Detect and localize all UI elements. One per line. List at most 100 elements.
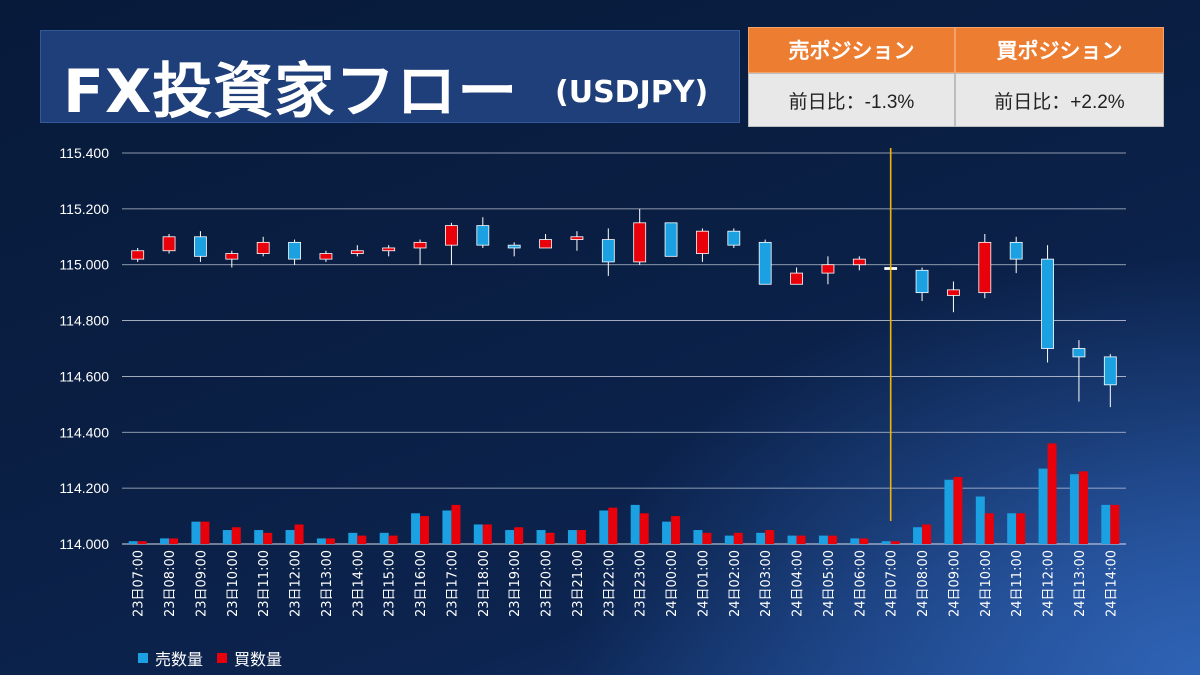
candle-body (696, 230, 709, 254)
sell-volume-bar (975, 496, 985, 544)
candle-body (790, 272, 803, 285)
x-tick-label: 23日17:00 (445, 550, 460, 617)
sell-volume-bar (191, 521, 201, 544)
sell-volume-bar (850, 538, 860, 544)
y-tick-label: 114.600 (59, 368, 109, 384)
candle-body (633, 222, 647, 263)
candle-body (319, 253, 333, 260)
x-tick-label: 24日06:00 (853, 550, 868, 617)
buy-volume-bar (388, 535, 398, 544)
sell-volume-bar (1007, 513, 1017, 544)
sell-volume-bar (693, 530, 703, 544)
buy-volume-bar (420, 516, 430, 544)
sell-volume-bar (630, 504, 640, 544)
x-tick-label: 23日15:00 (383, 550, 398, 617)
x-tick-label: 23日12:00 (289, 550, 304, 617)
buy-volume-bar (1110, 504, 1120, 544)
sell-volume-bar (662, 521, 672, 544)
sell-position-change: 前日比：-1.3% (748, 73, 955, 127)
candle-body (1009, 241, 1023, 260)
sell-volume-bar (1069, 474, 1079, 544)
buy-volume-bar (357, 535, 367, 544)
y-tick-label: 115.000 (59, 257, 109, 273)
legend-buy-volume: 買数量 (234, 650, 283, 669)
buy-volume-bar (702, 532, 712, 544)
sell-volume-bar (599, 510, 609, 544)
buy-volume-bar (294, 524, 304, 544)
y-tick-label: 114.000 (59, 536, 109, 552)
candle-body (476, 225, 490, 246)
sell-volume-bar (567, 530, 577, 544)
buy-volume-bar (545, 532, 555, 544)
buy-volume-bar (765, 530, 775, 544)
candle-body (445, 225, 458, 246)
x-tick-label: 23日09:00 (194, 550, 209, 617)
buy-volume-bar (576, 530, 586, 544)
x-tick-label: 23日23:00 (634, 550, 649, 617)
x-tick-label: 23日13:00 (320, 550, 335, 617)
chart-legend: 売数量 買数量 (138, 646, 282, 670)
candle-body (1072, 348, 1086, 358)
sell-volume-bar (944, 479, 954, 544)
buy-volume-bar (231, 527, 241, 544)
sell-volume-bar (881, 541, 891, 544)
candle-body (570, 236, 584, 240)
buy-volume-bar (482, 524, 492, 544)
candle-body (727, 230, 741, 246)
buy-volume-bar (263, 532, 273, 544)
buy-volume-bar (922, 524, 932, 544)
sell-volume-bar (411, 513, 421, 544)
x-tick-label: 23日16:00 (414, 550, 429, 617)
x-tick-label: 24日09:00 (947, 550, 962, 617)
x-tick-label: 24日13:00 (1073, 550, 1088, 617)
x-tick-label: 24日03:00 (759, 550, 774, 617)
x-tick-label: 23日22:00 (602, 550, 617, 617)
page-title: FX投資家フロー (63, 57, 519, 127)
buy-volume-bar (796, 535, 806, 544)
x-tick-label: 24日12:00 (1042, 550, 1057, 617)
sell-volume-bar (316, 538, 326, 544)
legend-sell-volume: 売数量 (155, 650, 204, 669)
sell-volume-bar (724, 535, 734, 544)
x-tick-label: 23日14:00 (351, 550, 366, 617)
buy-volume-bar (514, 527, 524, 544)
buy-volume-bar (890, 541, 900, 544)
candle-body (194, 236, 207, 257)
candle-body (758, 241, 772, 285)
x-tick-label: 24日07:00 (885, 550, 900, 617)
x-tick-label: 24日08:00 (916, 550, 931, 617)
x-tick-label: 23日07:00 (132, 550, 147, 617)
position-summary-table: 売ポジション 買ポジション 前日比：-1.3% 前日比：+2.2% (748, 27, 1164, 127)
candle-body (350, 250, 364, 254)
sell-volume-bar (222, 530, 232, 544)
y-tick-label: 114.400 (59, 424, 109, 440)
candle-body (131, 250, 145, 260)
candle-body (915, 269, 929, 294)
x-tick-label: 23日21:00 (571, 550, 586, 617)
sell-volume-bar (348, 532, 358, 544)
buy-volume-bar (953, 476, 963, 544)
buy-volume-bar (639, 513, 649, 544)
buy-volume-bar (1016, 513, 1026, 544)
buy-volume-bar (733, 532, 743, 544)
x-tick-label: 24日00:00 (665, 550, 680, 617)
sell-volume-bar (128, 541, 138, 544)
x-tick-label: 23日11:00 (257, 550, 272, 617)
sell-volume-bar (913, 527, 923, 544)
candle-body (852, 258, 866, 266)
candle-body (539, 239, 552, 249)
buy-volume-bar (827, 535, 837, 544)
sell-volume-bar (818, 535, 828, 544)
sell-volume-bar (1038, 468, 1048, 544)
buy-position-header: 買ポジション (955, 27, 1164, 73)
sell-volume-bar (285, 530, 295, 544)
buy-volume-bar (169, 538, 179, 544)
sell-volume-bar (1101, 504, 1111, 544)
x-tick-label: 23日20:00 (540, 550, 555, 617)
buy-volume-bar (608, 507, 618, 544)
candle-body (978, 241, 992, 294)
buy-position-change: 前日比：+2.2% (955, 73, 1164, 127)
buy-volume-bar (325, 538, 335, 544)
x-tick-label: 24日02:00 (728, 550, 743, 617)
candle-body (382, 247, 396, 252)
